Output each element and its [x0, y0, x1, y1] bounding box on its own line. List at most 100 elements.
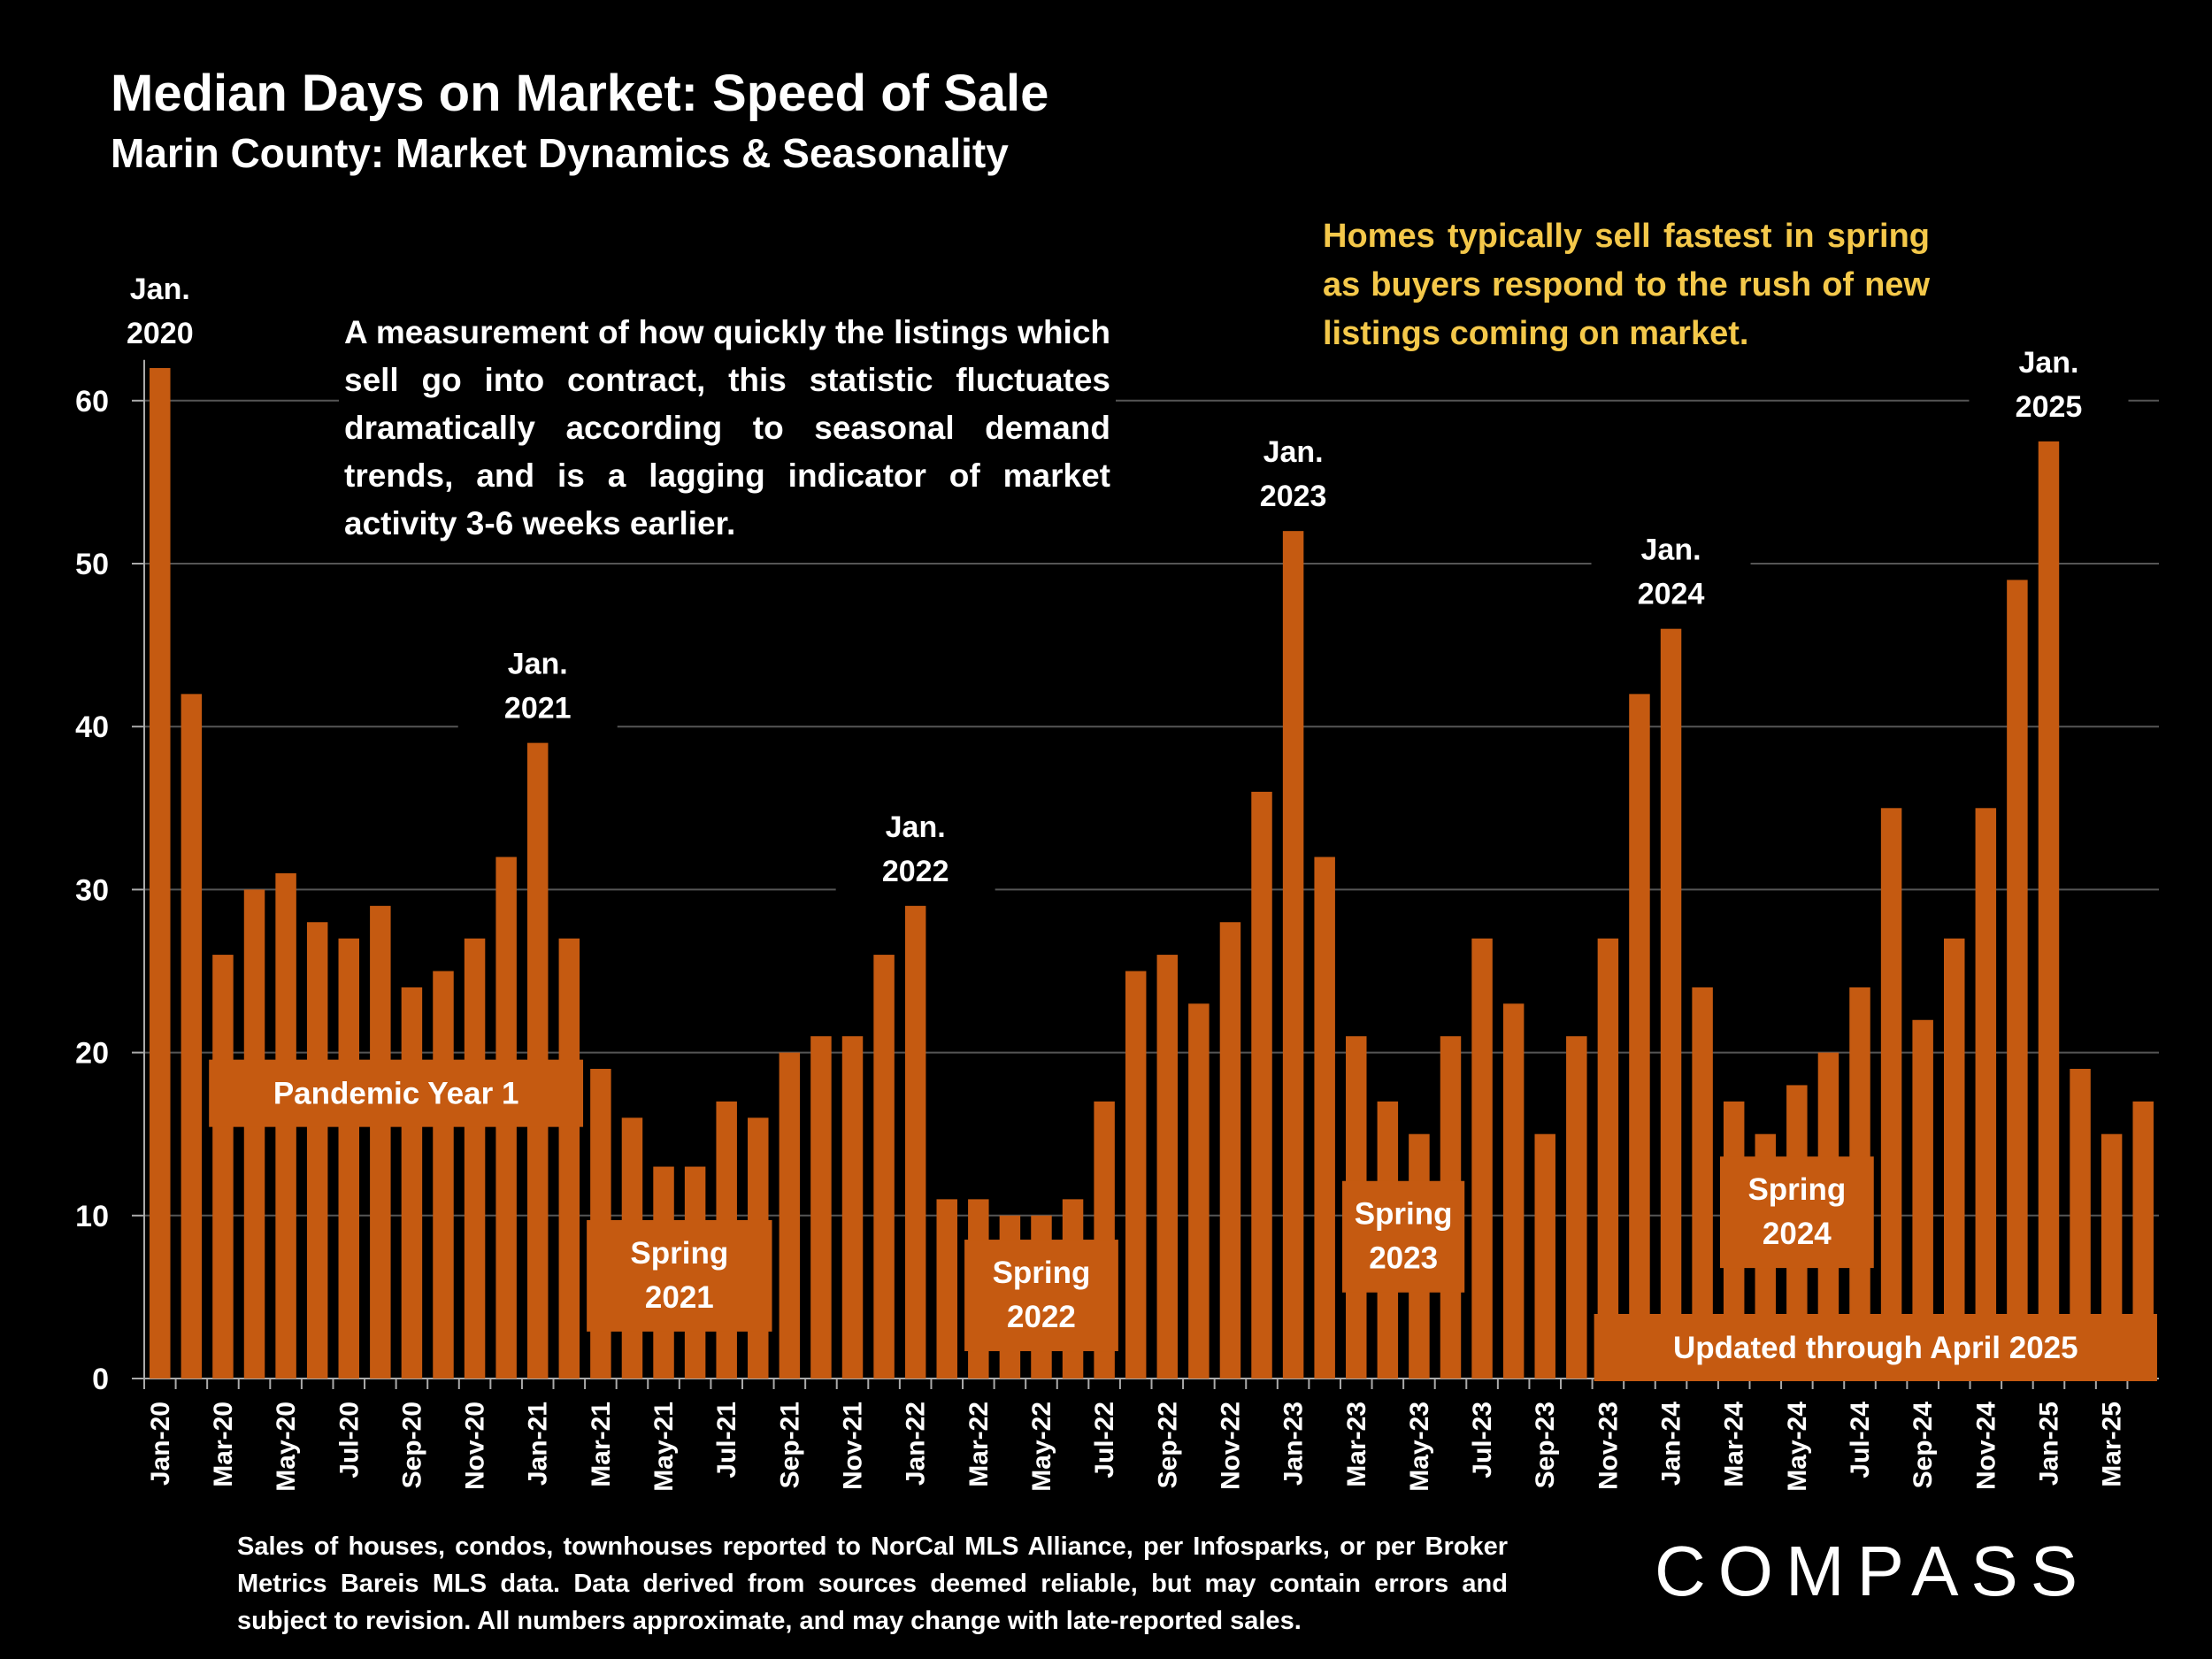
x-tick-label: Jan-24 — [1657, 1402, 1686, 1486]
bar-Dec-22 — [1251, 791, 1272, 1379]
bar-Oct-21 — [810, 1036, 832, 1379]
bar-Aug-24 — [1880, 808, 1902, 1379]
peak-label-backing — [835, 795, 995, 895]
x-tick-label: Mar-24 — [1720, 1402, 1749, 1487]
peak-label-month: Jan. — [2018, 346, 2078, 380]
bar-Sep-24 — [1912, 1019, 1933, 1379]
x-tick-label: Jan-25 — [2034, 1402, 2063, 1486]
x-tick-label: Jan-21 — [524, 1402, 553, 1486]
peak-label-year: 2025 — [2016, 390, 2083, 424]
period-label-box — [587, 1219, 772, 1332]
bar-Feb-24 — [1692, 987, 1713, 1379]
bar-Aug-23 — [1502, 1003, 1525, 1379]
peak-label-month: Jan. — [1641, 534, 1701, 567]
peak-label-backing — [80, 257, 240, 357]
x-tick-label: Sep-21 — [775, 1402, 804, 1488]
bar-Nov-24 — [1975, 808, 1997, 1379]
x-tick-label: Sep-20 — [397, 1402, 426, 1488]
bar-Nov-21 — [841, 1036, 864, 1379]
period-label-text: 2023 — [1369, 1241, 1438, 1276]
period-label-text: Spring — [630, 1236, 728, 1271]
bar-Jan-20 — [150, 367, 171, 1379]
bar-Jan-24 — [1660, 628, 1682, 1379]
bar-Dec-23 — [1629, 694, 1650, 1379]
period-label-text: Spring — [1355, 1197, 1453, 1232]
bar-Sep-22 — [1156, 955, 1179, 1379]
x-tick-label: May-24 — [1783, 1402, 1812, 1492]
x-tick-label: Sep-23 — [1531, 1402, 1560, 1488]
bar-Feb-20 — [180, 694, 203, 1379]
source-footnote: Sales of houses, condos, townhouses repo… — [237, 1532, 1508, 1635]
peak-label-year: 2021 — [504, 692, 572, 726]
peak-label-year: 2022 — [882, 855, 949, 888]
peak-label-backing — [457, 633, 618, 733]
bar-Jul-23 — [1471, 938, 1493, 1379]
x-tick-label: Jul-22 — [1090, 1402, 1119, 1479]
period-label-box — [964, 1240, 1118, 1352]
bar-Mar-20 — [212, 955, 234, 1379]
x-tick-label: Mar-25 — [2098, 1402, 2127, 1487]
x-tick-label: May-23 — [1405, 1402, 1434, 1492]
peak-label-backing — [1213, 421, 1373, 521]
x-tick-label: Mar-20 — [209, 1402, 238, 1487]
x-tick-label: Mar-21 — [587, 1402, 616, 1487]
bar-Oct-20 — [433, 971, 454, 1379]
bar-Feb-22 — [936, 1199, 957, 1379]
period-label-text: Spring — [1747, 1172, 1846, 1207]
x-tick-label: Sep-24 — [1909, 1402, 1938, 1489]
period-label-box — [1342, 1180, 1465, 1293]
x-tick-label: May-20 — [272, 1402, 301, 1492]
bar-Feb-23 — [1314, 856, 1335, 1379]
x-tick-label: Sep-22 — [1153, 1402, 1182, 1488]
peak-label-month: Jan. — [508, 648, 568, 681]
period-label-box — [1719, 1156, 1874, 1269]
bar-Sep-20 — [401, 987, 423, 1379]
peak-label-backing — [1591, 518, 1751, 618]
bar-Aug-22 — [1125, 971, 1147, 1379]
period-label-box — [1594, 1314, 2157, 1382]
period-label-text: 2021 — [645, 1280, 714, 1315]
period-label-text: Pandemic Year 1 — [273, 1077, 519, 1111]
x-tick-label: Nov-23 — [1594, 1402, 1623, 1490]
x-tick-label: Nov-24 — [1971, 1402, 2001, 1490]
period-label-text: 2022 — [1007, 1300, 1076, 1334]
y-tick-label: 60 — [75, 385, 109, 419]
bar-Jan-22 — [904, 905, 926, 1379]
y-tick-label: 20 — [75, 1037, 109, 1071]
peak-label-year: 2020 — [127, 317, 194, 350]
y-tick-label: 40 — [75, 710, 109, 744]
y-tick-label: 30 — [75, 873, 109, 907]
period-label-text: 2024 — [1763, 1217, 1832, 1251]
bar-Apr-20 — [243, 889, 265, 1379]
bar-Dec-24 — [2007, 580, 2028, 1379]
x-tick-label: Jan-20 — [146, 1402, 175, 1486]
peak-label-month: Jan. — [130, 273, 190, 306]
peak-label-month: Jan. — [886, 810, 946, 844]
bar-Feb-21 — [558, 938, 580, 1379]
x-tick-label: May-21 — [649, 1402, 679, 1492]
chart-title: Median Days on Market: Speed of Sale — [111, 65, 1049, 122]
bar-Apr-25 — [2132, 1101, 2154, 1379]
period-label-text: Spring — [993, 1256, 1091, 1290]
bar-Nov-22 — [1219, 922, 1241, 1379]
x-tick-label: Nov-21 — [839, 1402, 868, 1490]
x-tick-label: Jan-23 — [1279, 1402, 1309, 1486]
chart-subtitle: Marin County: Market Dynamics & Seasonal… — [111, 130, 1009, 176]
bar-Feb-25 — [2070, 1069, 2091, 1379]
x-tick-label: Nov-22 — [1216, 1402, 1245, 1490]
bar-Oct-22 — [1188, 1003, 1210, 1379]
x-tick-label: Jul-20 — [334, 1402, 364, 1479]
bar-Nov-23 — [1597, 938, 1619, 1379]
x-tick-label: Jul-24 — [1846, 1402, 1875, 1479]
period-label-text: Updated through April 2025 — [1673, 1331, 2078, 1365]
bar-Jul-20 — [338, 938, 359, 1379]
peak-label-month: Jan. — [1263, 435, 1324, 469]
x-tick-label: Mar-23 — [1342, 1402, 1371, 1487]
bar-Sep-21 — [779, 1052, 801, 1379]
bar-Sep-23 — [1534, 1133, 1555, 1379]
period-label-box — [209, 1059, 584, 1127]
x-tick-label: Nov-20 — [461, 1402, 490, 1490]
y-tick-label: 10 — [75, 1200, 109, 1233]
peak-label-backing — [1969, 331, 2129, 431]
